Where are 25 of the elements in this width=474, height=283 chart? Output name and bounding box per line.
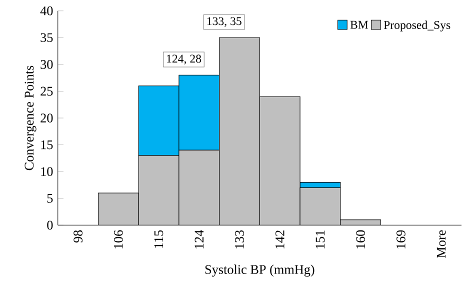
y-tick-label: 25 [40, 86, 53, 96]
x-tick-label: 98 [74, 230, 82, 243]
y-tick-label: 40 [40, 6, 53, 16]
x-tick-label: 133 [235, 230, 244, 248]
x-tick-label: 142 [276, 230, 284, 248]
y-tick-label: 5 [47, 194, 53, 203]
x-tick-label: 151 [316, 230, 325, 248]
y-tick-label: 20 [40, 114, 53, 122]
y-tick-label: 0 [47, 220, 53, 230]
annotation: 124, 28 [167, 54, 202, 64]
legend-label: Proposed_Sys [384, 20, 450, 32]
x-tick-label: 160 [356, 230, 366, 248]
x-tick-label: 169 [396, 230, 406, 248]
y-tick-label: 15 [41, 140, 53, 150]
x-tick-label: 106 [114, 230, 123, 248]
y-tick-label: 35 [40, 33, 53, 42]
x-tick-label: 115 [154, 230, 164, 248]
y-tick-label: 10 [41, 167, 53, 176]
x-axis-title: Systolic BP (mmHg) [205, 264, 314, 277]
y-axis-title: Convergence Points [24, 66, 36, 170]
legend-label: BM [350, 20, 368, 29]
annotation: 133, 35 [207, 17, 242, 27]
y-tick-label: 30 [40, 60, 53, 69]
x-tick-label: 124 [194, 230, 204, 248]
x-tick-label: More [436, 230, 446, 258]
